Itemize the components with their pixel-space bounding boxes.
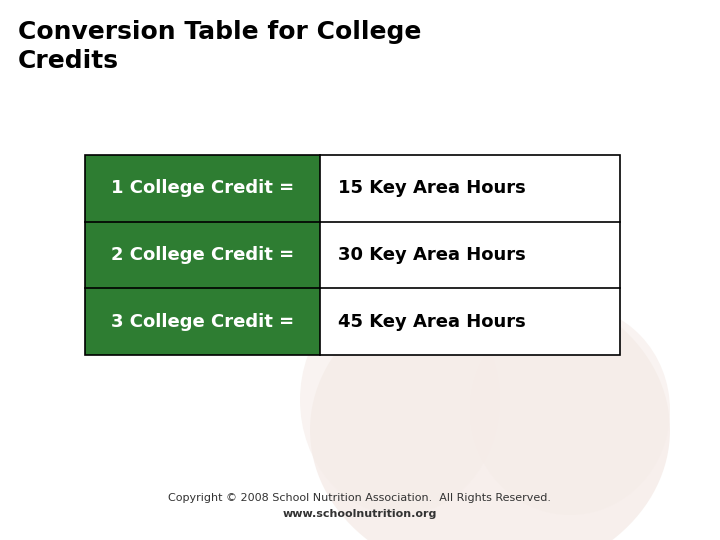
Text: 15 Key Area Hours: 15 Key Area Hours	[338, 179, 526, 197]
Text: 45 Key Area Hours: 45 Key Area Hours	[338, 313, 526, 330]
Ellipse shape	[300, 285, 500, 515]
Bar	[85, 155, 320, 221]
Text: 2 College Credit =: 2 College Credit =	[111, 246, 294, 264]
Bar	[320, 288, 620, 355]
Text: www.schoolnutrition.org: www.schoolnutrition.org	[283, 509, 437, 519]
Bar	[85, 155, 620, 355]
Bar	[85, 288, 320, 355]
Text: 30 Key Area Hours: 30 Key Area Hours	[338, 246, 526, 264]
Bar	[320, 221, 620, 288]
Ellipse shape	[470, 305, 670, 515]
Text: 1 College Credit =: 1 College Credit =	[111, 179, 294, 197]
Bar	[320, 155, 620, 221]
Text: 3 College Credit =: 3 College Credit =	[111, 313, 294, 330]
Text: Conversion Table for College
Credits: Conversion Table for College Credits	[18, 20, 421, 73]
Ellipse shape	[310, 280, 670, 540]
Text: Copyright © 2008 School Nutrition Association.  All Rights Reserved.: Copyright © 2008 School Nutrition Associ…	[168, 493, 552, 503]
Bar	[85, 221, 320, 288]
